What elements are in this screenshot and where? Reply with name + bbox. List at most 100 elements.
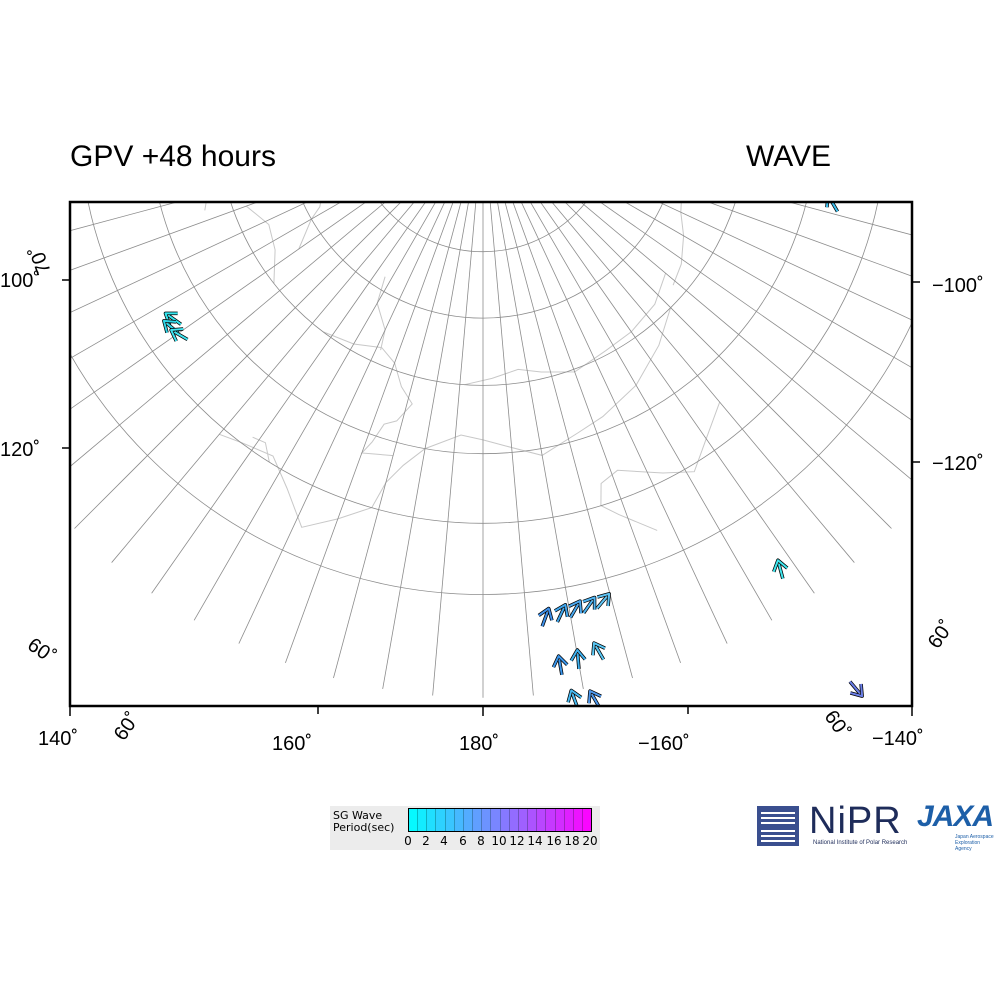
legend-color-cell [537, 809, 547, 831]
lon-label-100e: 100˚ [0, 270, 40, 292]
legend-color-cell [445, 809, 455, 831]
meridian-line [70, 202, 259, 271]
legend-color-cell [409, 809, 419, 831]
legend-tick: 20 [582, 834, 598, 848]
nipr-emblem-icon [757, 806, 799, 846]
wave-arrow [772, 558, 789, 580]
legend-color-cell [463, 809, 474, 831]
meridian-line [529, 202, 773, 621]
meridian-line [70, 202, 342, 359]
meridian-line [512, 202, 681, 664]
legend-color-cell [454, 809, 464, 831]
map-content [0, 54, 1000, 706]
meridian-line [382, 202, 469, 690]
legend-tick: 14 [527, 834, 543, 848]
meridian-line [285, 202, 454, 664]
legend-color-cell [546, 809, 556, 831]
map-title: GPV +48 hours [70, 140, 276, 173]
legend-color-cell [518, 809, 529, 831]
nipr-logo-subtitle: National Institute of Polar Research [813, 840, 908, 846]
wave-arrow [551, 654, 569, 676]
longitude-labels: 140˚ 160˚ 180˚ −160˚ −140˚ 100˚ 120˚ −10… [0, 270, 984, 755]
coastline [298, 202, 322, 250]
meridian-line [74, 202, 402, 529]
meridian-line [432, 202, 477, 696]
jaxa-logo: JAXA Japan Aerospace Exploration Agency [915, 800, 997, 852]
map-frame [68, 200, 914, 708]
legend-tick: 2 [422, 834, 430, 848]
meridian-line [238, 202, 446, 644]
coastline [252, 436, 270, 463]
wave-arrow [566, 688, 583, 706]
lon-label-120e: 120˚ [0, 439, 40, 461]
legend-tick: 4 [440, 834, 448, 848]
coastline [219, 307, 672, 528]
meridian-line [539, 202, 815, 594]
frame-ticks [62, 279, 920, 716]
coastline [245, 205, 276, 284]
legend-tick: 10 [491, 834, 507, 848]
meridian-line [520, 202, 728, 644]
lat-label-60-right: 60˚ [924, 616, 959, 652]
meridian-line [624, 202, 912, 369]
wave-arrow [582, 595, 597, 615]
legend-tick: 16 [546, 834, 562, 848]
lon-label-140e: 140˚ [38, 728, 78, 750]
meridian-line [548, 131, 1000, 220]
meridian-line [70, 202, 367, 410]
legend-title: SG Wave Period(sec) [333, 809, 395, 834]
meridian-line [657, 202, 912, 321]
meridian-line [707, 202, 912, 277]
lon-label-140w: −140˚ [872, 728, 924, 750]
meridian-line [193, 202, 437, 621]
legend-color-cell [473, 809, 483, 831]
map-variable-label: WAVE [746, 140, 832, 173]
meridian-line [489, 202, 534, 696]
coastline [464, 273, 667, 386]
wave-arrow [537, 606, 554, 627]
lon-label-160w: −160˚ [638, 733, 690, 755]
wave-arrow [169, 327, 189, 342]
meridian-line [0, 131, 418, 220]
lon-label-100w: −100˚ [932, 275, 984, 297]
coastline [641, 134, 656, 163]
legend-color-cell [509, 809, 519, 831]
legend-tick: 12 [509, 834, 525, 848]
coastline [600, 401, 721, 531]
legend-tick: 8 [477, 834, 485, 848]
legend-color-cell [573, 809, 583, 831]
wave-period-legend: SG Wave Period(sec) 0 2 4 6 8 10 12 14 1… [330, 806, 600, 850]
legend-colorbar [408, 808, 592, 832]
meridian-line [580, 202, 912, 481]
meridian-line [70, 202, 309, 314]
lat-label-60-bottom-left: 60˚ [110, 708, 145, 744]
coastline [665, 152, 707, 201]
legend-color-cell [582, 809, 592, 831]
wave-arrow [591, 641, 606, 661]
legend-color-cell [482, 809, 492, 831]
meridian-line [551, 202, 855, 563]
jaxa-logo-text: JAXA [917, 800, 994, 833]
nipr-logo-text: NiPR [809, 800, 902, 842]
latitude-circle [417, 54, 548, 185]
meridian-line [70, 202, 386, 468]
legend-color-cell [528, 809, 538, 831]
meridian-line [70, 202, 179, 232]
lon-label-180: 180˚ [459, 733, 499, 755]
coastline [323, 331, 413, 457]
jaxa-logo-subtitle: Japan Aerospace Exploration Agency [955, 834, 994, 852]
legend-tick: 0 [404, 834, 412, 848]
wave-arrow [569, 648, 587, 670]
meridian-line [787, 202, 912, 236]
meridian-line [151, 202, 427, 594]
legend-tick: 18 [564, 834, 580, 848]
wave-arrow [595, 592, 611, 610]
wave-arrow [848, 680, 864, 698]
lon-label-120w: −120˚ [932, 453, 984, 475]
coastline [340, 132, 371, 161]
meridian-line [599, 202, 912, 421]
legend-color-cell [436, 809, 446, 831]
lat-label-60-bottom-right: 60˚ [820, 706, 855, 742]
nipr-logo: NiPR National Institute of Polar Researc… [757, 800, 908, 850]
legend-tick: 6 [459, 834, 467, 848]
